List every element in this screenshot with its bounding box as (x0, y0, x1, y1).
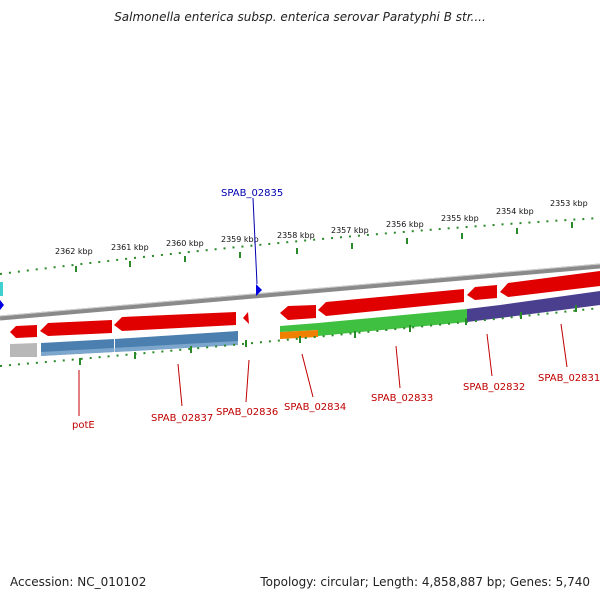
map-title: Salmonella enterica subsp. enterica sero… (114, 10, 486, 24)
gene-arrow-spab-02834[interactable] (280, 305, 316, 320)
ruler-ticks-upper (0, 217, 600, 275)
feature-block[interactable] (280, 323, 318, 332)
gene-spab-02835[interactable] (256, 284, 262, 296)
gene-arrow-spab-02836[interactable] (243, 312, 249, 324)
edge-marker (0, 282, 3, 296)
feature-block[interactable] (467, 305, 500, 322)
gene-arrow[interactable] (10, 325, 37, 338)
gene-label-spab-02836[interactable]: SPAB_02836 (216, 407, 278, 418)
feature-block[interactable] (10, 343, 37, 357)
gene-arrow[interactable] (40, 320, 112, 336)
ruler-label: 2359 kbp (221, 235, 259, 244)
ruler-label: 2360 kbp (166, 239, 204, 248)
feature-block[interactable] (280, 330, 318, 339)
gene-arrow-spab-02833[interactable] (318, 289, 464, 316)
topology-summary: Topology: circular; Length: 4,858,887 bp… (260, 575, 590, 589)
gene-arrow-spab-02831[interactable] (500, 271, 600, 297)
ruler-labels: 2362 kbp 2361 kbp 2360 kbp 2359 kbp 2358… (55, 199, 588, 256)
gene-label-spab-02835[interactable]: SPAB_02835 (221, 188, 283, 199)
gene-label-spab-02837[interactable]: SPAB_02837 (151, 413, 213, 424)
gene-arrow[interactable] (114, 312, 236, 331)
ruler-label: 2362 kbp (55, 247, 93, 256)
gene-label-pote[interactable]: potE (72, 420, 95, 431)
genome-backbone (0, 263, 600, 321)
edge-arrow-icon (0, 300, 4, 310)
gene-row-red[interactable] (10, 271, 600, 338)
ruler-label: 2355 kbp (441, 214, 479, 223)
ruler-label: 2357 kbp (331, 226, 369, 235)
ruler-label: 2353 kbp (550, 199, 588, 208)
accession-text: Accession: NC_010102 (10, 575, 147, 589)
feature-block[interactable] (500, 291, 600, 318)
gene-label-spab-02833[interactable]: SPAB_02833 (371, 393, 433, 404)
gene-label-spab-02834[interactable]: SPAB_02834 (284, 402, 346, 413)
ruler-label: 2358 kbp (277, 231, 315, 240)
gene-arrow-spab-02832[interactable] (467, 285, 497, 300)
ruler-major-ticks (75, 222, 573, 272)
ruler-label: 2354 kbp (496, 207, 534, 216)
gene-label-spab-02831[interactable]: SPAB_02831 (538, 373, 600, 384)
ruler-label: 2361 kbp (111, 243, 149, 252)
gene-label-spab-02832[interactable]: SPAB_02832 (463, 382, 525, 393)
feature-block[interactable] (318, 309, 467, 336)
ruler-label: 2356 kbp (386, 220, 424, 229)
